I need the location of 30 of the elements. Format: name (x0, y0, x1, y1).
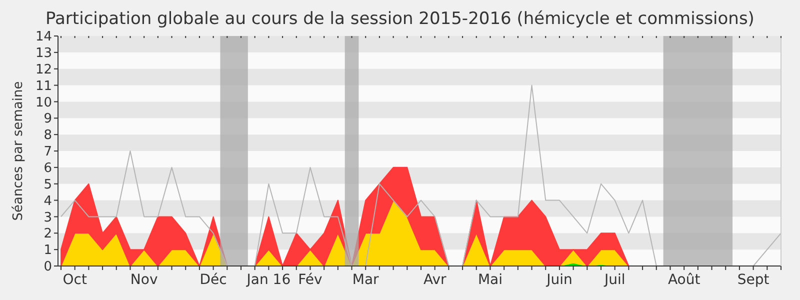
x-tick-label: Oct (62, 272, 88, 288)
y-tick-label: 1 (44, 243, 52, 258)
y-tick-label: 3 (44, 210, 52, 226)
y-tick-label: 4 (44, 194, 52, 209)
y-tick-label: 2 (44, 226, 52, 242)
y-tick-label: 10 (35, 95, 52, 110)
y-tick-label: 13 (35, 46, 52, 61)
x-tick-label: Juil (603, 272, 626, 288)
chart-title: Participation globale au cours de la session 2015-2016 (hémicycle et commissions) (46, 9, 754, 29)
x-tick-label: Jan 16 (246, 272, 291, 288)
x-tick-label: Nov (130, 272, 158, 288)
x-tick-label: Fév (298, 272, 322, 288)
y-tick-label: 12 (35, 62, 52, 78)
line-series (60, 84, 782, 266)
y-tick-label: 0 (44, 260, 52, 275)
x-tick-label: Déc (200, 272, 227, 288)
x-tick-label: Sept (737, 272, 770, 288)
x-tick-label: Mar (352, 272, 380, 288)
x-tick-label: Août (668, 272, 701, 288)
y-tick-label: 8 (44, 128, 52, 144)
x-tick-label: Juin (546, 272, 572, 288)
y-tick-label: 6 (44, 160, 52, 176)
y-axis-title: Séances par semaine (11, 81, 26, 221)
y-tick-label: 9 (44, 112, 52, 127)
x-tick-label: Avr (423, 272, 446, 288)
y-tick-label: 14 (35, 30, 52, 45)
y-tick-label: 5 (44, 177, 52, 192)
y-tick-label: 11 (35, 78, 52, 94)
x-tick-label: Mai (478, 272, 503, 288)
y-tick-label: 7 (44, 144, 52, 160)
